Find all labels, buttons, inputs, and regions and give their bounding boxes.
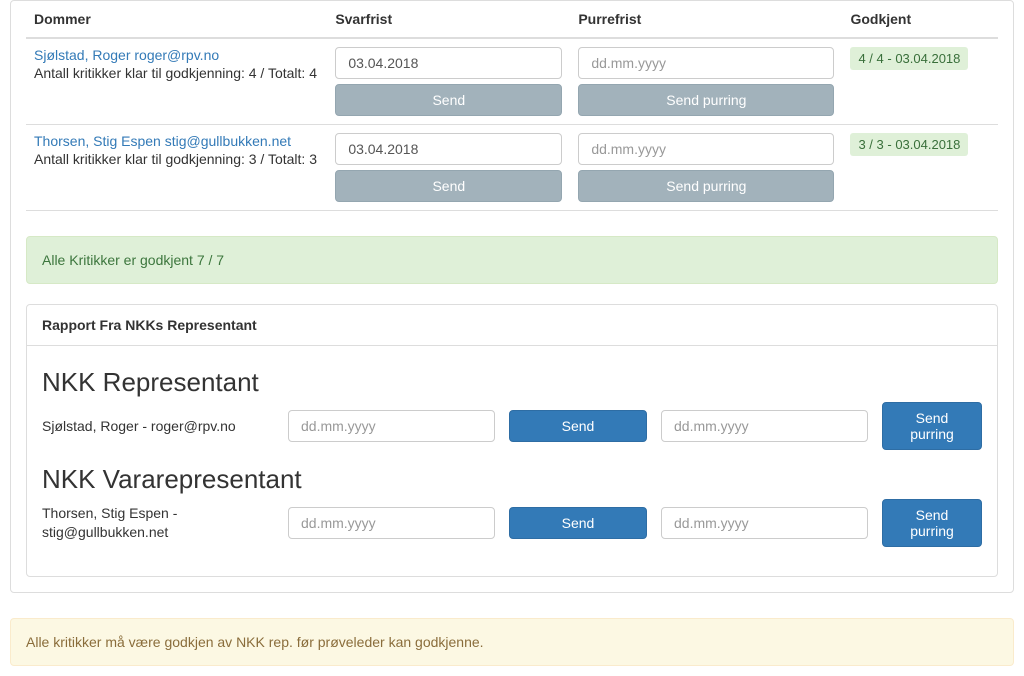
send-button[interactable]: Send	[335, 170, 562, 202]
nkk-vara-row: Thorsen, Stig Espen - stig@gullbukken.ne…	[42, 499, 982, 547]
vara-date-input-2[interactable]	[661, 507, 868, 539]
vara-send-purring-button[interactable]: Send purring	[882, 499, 982, 547]
judges-table: Dommer Svarfrist Purrefrist Godkjent Sjø…	[26, 1, 998, 211]
purrefrist-input[interactable]	[578, 133, 834, 165]
th-purrefrist: Purrefrist	[570, 1, 842, 38]
judge-link[interactable]: Thorsen, Stig Espen stig@gullbukken.net	[34, 133, 319, 149]
nkk-rep-title: NKK Representant	[42, 367, 982, 398]
nkk-rep-name: Sjølstad, Roger - roger@rpv.no	[42, 417, 274, 436]
rep-date-input-1[interactable]	[288, 410, 495, 442]
judges-panel: Dommer Svarfrist Purrefrist Godkjent Sjø…	[10, 0, 1014, 593]
rapport-panel: Rapport Fra NKKs Representant NKK Repres…	[26, 304, 998, 577]
rapport-heading: Rapport Fra NKKs Representant	[27, 305, 997, 346]
page-root: Dommer Svarfrist Purrefrist Godkjent Sjø…	[0, 0, 1024, 666]
nkk-vara-name: Thorsen, Stig Espen - stig@gullbukken.ne…	[42, 504, 274, 542]
vara-send-button[interactable]: Send	[509, 507, 647, 539]
judge-subtext: Antall kritikker klar til godkjenning: 3…	[34, 151, 319, 167]
nkk-rep-row: Sjølstad, Roger - roger@rpv.no Send Send…	[42, 402, 982, 450]
send-purring-button[interactable]: Send purring	[578, 170, 834, 202]
vara-date-input-1[interactable]	[288, 507, 495, 539]
nkk-vara-title: NKK Vararepresentant	[42, 464, 982, 495]
svarfrist-input[interactable]	[335, 47, 562, 79]
svarfrist-input[interactable]	[335, 133, 562, 165]
table-row: Sjølstad, Roger roger@rpv.no Antall krit…	[26, 38, 998, 125]
purrefrist-input[interactable]	[578, 47, 834, 79]
rep-send-button[interactable]: Send	[509, 410, 647, 442]
warning-alert: Alle kritikker må være godkjen av NKK re…	[10, 618, 1014, 666]
status-badge: 4 / 4 - 03.04.2018	[850, 47, 968, 70]
send-button[interactable]: Send	[335, 84, 562, 116]
rep-send-purring-button[interactable]: Send purring	[882, 402, 982, 450]
th-svarfrist: Svarfrist	[327, 1, 570, 38]
status-badge: 3 / 3 - 03.04.2018	[850, 133, 968, 156]
rep-date-input-2[interactable]	[661, 410, 868, 442]
table-row: Thorsen, Stig Espen stig@gullbukken.net …	[26, 125, 998, 211]
th-godkjent: Godkjent	[842, 1, 998, 38]
th-dommer: Dommer	[26, 1, 327, 38]
send-purring-button[interactable]: Send purring	[578, 84, 834, 116]
judge-subtext: Antall kritikker klar til godkjenning: 4…	[34, 65, 319, 81]
table-spacer-row	[26, 211, 998, 212]
approved-alert: Alle Kritikker er godkjent 7 / 7	[26, 236, 998, 284]
judge-link[interactable]: Sjølstad, Roger roger@rpv.no	[34, 47, 319, 63]
